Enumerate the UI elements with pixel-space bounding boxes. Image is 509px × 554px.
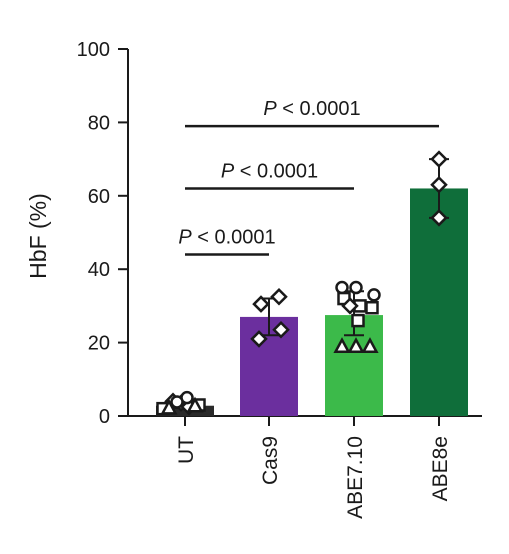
y-tick-label: 80 bbox=[88, 112, 110, 134]
x-tick-label: ABE8e bbox=[429, 436, 452, 501]
comparison-label: P < 0.0001 bbox=[263, 98, 360, 120]
data-point-diamond bbox=[430, 150, 448, 168]
data-point-diamond bbox=[270, 287, 288, 306]
data-point-triangle bbox=[333, 337, 351, 354]
data-point-square bbox=[351, 313, 365, 328]
x-tick-label: ABE7.10 bbox=[344, 436, 367, 519]
data-point-circle bbox=[349, 280, 363, 295]
y-tick-label: 40 bbox=[88, 259, 110, 281]
y-tick-label: 60 bbox=[88, 186, 110, 208]
x-tick-label: UT bbox=[175, 436, 198, 464]
data-point-diamond bbox=[430, 209, 448, 227]
data-point-triangle bbox=[160, 398, 178, 415]
data-point-triangle bbox=[186, 396, 204, 413]
x-tick-label: Cas9 bbox=[259, 436, 282, 485]
data-point-square bbox=[365, 300, 379, 315]
comparison-label: P < 0.0001 bbox=[178, 227, 275, 249]
data-point-triangle bbox=[361, 337, 379, 354]
data-point-circle bbox=[335, 280, 349, 295]
y-tick-label: 0 bbox=[99, 406, 110, 428]
axes: 0 20 40 60 80 100 UT Cas9 ABE7.10 ABE8e bbox=[77, 39, 482, 519]
data-point-diamond bbox=[430, 176, 448, 194]
data-point-diamond bbox=[341, 297, 359, 315]
significance-annotations: P < 0.0001 P < 0.0001 P < 0.0001 bbox=[178, 98, 439, 256]
y-tick-label: 100 bbox=[77, 39, 110, 61]
data-point-circle bbox=[367, 288, 381, 302]
data-point-diamond bbox=[250, 330, 268, 348]
error-bars bbox=[175, 158, 449, 409]
data-point-circle bbox=[170, 395, 184, 409]
data-points bbox=[156, 150, 448, 416]
data-point-diamond bbox=[272, 320, 290, 339]
bars bbox=[156, 188, 468, 416]
y-axis-label: HbF (%) bbox=[25, 193, 51, 279]
data-point-triangle bbox=[347, 337, 365, 354]
data-point-diamond bbox=[252, 295, 270, 313]
comparison-label: P < 0.0001 bbox=[221, 160, 318, 182]
y-tick-label: 20 bbox=[88, 333, 110, 355]
